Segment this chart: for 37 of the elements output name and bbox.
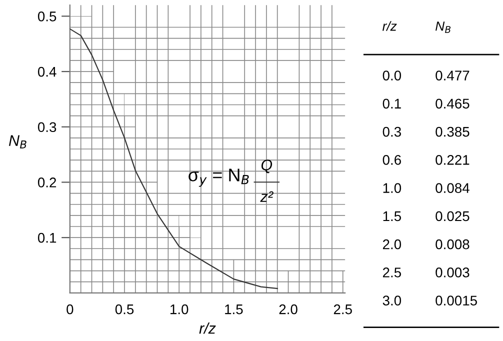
- y-tick-label: 0.4: [38, 66, 56, 77]
- x-tick-label: 1.5: [225, 304, 243, 314]
- text: 0.6: [382, 155, 401, 165]
- text: 2.0: [382, 239, 402, 250]
- text: 0.084: [436, 183, 470, 193]
- y-tick-label: 0.5: [38, 12, 56, 22]
- text: 0.465: [436, 98, 470, 109]
- text: 0.221: [436, 155, 470, 165]
- text: 1.5: [383, 211, 402, 222]
- text: 0.025: [436, 211, 470, 222]
- annotation: σ$_{y}$ = N$_{B}$: [188, 168, 249, 187]
- text: 0.3: [382, 126, 401, 137]
- text: 0.1: [382, 98, 401, 109]
- x-tick-label: 2.5: [334, 304, 352, 314]
- text: 0.0015: [436, 296, 477, 306]
- text: 0.477: [436, 70, 470, 80]
- x-tick-label: 0.5: [115, 304, 134, 314]
- y-tick-label: 0.3: [38, 122, 56, 132]
- text: N$_{B}$: [436, 22, 451, 33]
- x-tick-label: 1.0: [170, 304, 188, 314]
- annotation: z²: [260, 191, 274, 202]
- text: r/z: [382, 21, 397, 31]
- text: 0.0: [382, 70, 402, 80]
- text: 0.003: [436, 268, 470, 278]
- text: 3.0: [382, 296, 402, 306]
- y-axis-title: N$_{B}$: [8, 135, 26, 148]
- annotation: Q: [261, 160, 272, 174]
- y-tick-label: 0.1: [38, 232, 56, 243]
- x-tick-label: 0: [66, 304, 74, 314]
- text: 1.0: [383, 183, 402, 193]
- x-tick-label: 2.0: [279, 304, 298, 314]
- line-series: [70, 28, 278, 290]
- text: 2.5: [382, 268, 402, 278]
- text: 0.385: [436, 126, 470, 137]
- x-axis-title: r/z: [199, 322, 216, 334]
- text: 0.008: [436, 239, 470, 250]
- y-tick-label: 0.2: [38, 178, 56, 188]
